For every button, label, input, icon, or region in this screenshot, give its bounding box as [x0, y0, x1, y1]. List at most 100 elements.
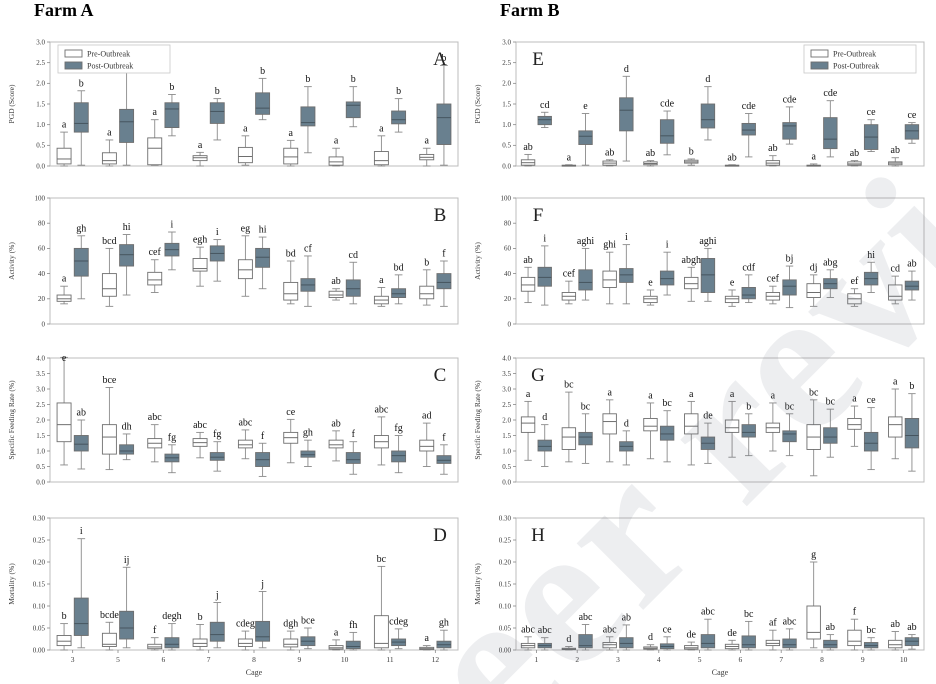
- y-tick-label: 2.5: [502, 59, 511, 67]
- post-outbreak-box: [345, 640, 361, 650]
- cage-6-group: ab: [724, 389, 756, 458]
- y-axis-label: Mortality (%): [7, 563, 16, 605]
- sig-letter: a: [425, 633, 430, 644]
- y-tick-label: 4.0: [36, 354, 45, 362]
- pre-outbreak-box: [283, 638, 299, 648]
- x-tick-label: 7: [207, 655, 211, 664]
- cage-3-group: ad: [602, 387, 634, 466]
- pre-outbreak-box: [520, 416, 536, 433]
- sig-letter: b: [198, 612, 203, 623]
- sig-letter: b: [441, 53, 446, 64]
- sig-letter: b: [215, 86, 220, 97]
- y-axis-label: Activity (%): [473, 242, 482, 280]
- y-tick-label: 3.0: [36, 385, 45, 393]
- sig-letter: ab: [523, 255, 532, 266]
- sig-letter: ab: [646, 148, 655, 159]
- post-outbreak-box: [209, 621, 225, 642]
- sig-letter: bc: [377, 554, 387, 565]
- sig-letter: abc: [579, 612, 593, 623]
- legend-swatch-post: [64, 61, 83, 70]
- sig-letter: hi: [259, 225, 267, 236]
- cage-9-group: a ce: [847, 394, 879, 471]
- post-outbreak-box: [700, 258, 716, 293]
- pre-outbreak-box: [684, 413, 699, 435]
- post-outbreak-box: [119, 244, 135, 267]
- sig-letter: f: [853, 607, 857, 618]
- cage-8-group: ab: [237, 66, 271, 166]
- post-outbreak-box: [537, 439, 552, 452]
- sig-letter: a: [730, 389, 735, 400]
- x-tick-label: 1: [535, 655, 539, 664]
- sig-letter: a: [379, 275, 384, 286]
- y-tick-label: 0.10: [499, 602, 512, 610]
- sig-letter: a: [648, 390, 653, 401]
- post-outbreak-box: [73, 247, 89, 277]
- post-outbreak-box: [578, 634, 593, 649]
- sig-letter: d: [624, 418, 629, 429]
- post-outbreak-box: [659, 270, 675, 286]
- cage-2-group: cef aghi: [561, 236, 594, 305]
- sig-letter: ab: [768, 143, 777, 154]
- sig-letter: cef: [149, 247, 162, 258]
- y-tick-label: 0.05: [499, 624, 512, 632]
- sig-letter: fh: [349, 620, 357, 631]
- y-tick-label: 0.30: [33, 514, 46, 522]
- legend: Pre-Outbreak Post-Outbreak: [57, 44, 171, 74]
- pre-outbreak-box: [237, 439, 253, 449]
- cage-5-group: ade: [684, 389, 716, 466]
- pre-outbreak-box: [684, 276, 699, 290]
- x-axis-label: Cage: [246, 668, 263, 677]
- cage-7-group: af abc: [765, 616, 797, 651]
- y-tick-label: 0: [42, 320, 46, 328]
- cage-10-group: ab: [328, 74, 361, 167]
- cage-6-group: ab cde: [724, 101, 756, 167]
- sig-letter: ab: [727, 152, 736, 163]
- post-outbreak-box: [436, 455, 452, 464]
- post-outbreak-box: [345, 452, 361, 464]
- sig-letter: ce: [867, 107, 876, 118]
- panel-letter: C: [434, 365, 447, 386]
- post-outbreak-box: [659, 119, 675, 144]
- pre-outbreak-box: [101, 152, 117, 165]
- x-tick-label: 9: [861, 655, 865, 664]
- cage-5-group: abgh aghi: [682, 236, 717, 302]
- x-tick-label: 10: [900, 655, 908, 664]
- cage-10-group: ab f: [328, 418, 361, 475]
- pre-outbreak-box: [237, 638, 253, 647]
- sig-letter: bd: [286, 249, 296, 260]
- pre-outbreak-box: [806, 283, 821, 298]
- cage-3-group: ab: [56, 78, 89, 167]
- sig-letter: abc: [374, 404, 388, 415]
- panel-f-activity-boxplot: 0 20 40 60 80 100 Activity (%) ab i cef aghi ghi i e i…: [470, 190, 932, 334]
- sig-letter: b: [396, 86, 401, 97]
- y-tick-label: 4.0: [502, 354, 511, 362]
- post-outbreak-box: [782, 638, 797, 649]
- post-outbreak-box: [823, 427, 838, 444]
- x-tick-label: 12: [432, 655, 440, 664]
- cage-9-group: fbc: [847, 607, 879, 651]
- sig-letter: egh: [193, 235, 207, 246]
- post-outbreak-box: [537, 115, 552, 126]
- x-tick-label: 6: [739, 655, 743, 664]
- sig-letter: abc: [538, 625, 552, 636]
- sig-letter: ef: [851, 276, 859, 287]
- post-outbreak-box: [741, 635, 756, 649]
- sig-letter: a: [334, 136, 339, 147]
- legend-swatch-post: [810, 61, 829, 70]
- sig-letter: i: [216, 227, 219, 238]
- sig-letter: a: [243, 123, 248, 134]
- sig-letter: fg: [168, 432, 176, 443]
- cage-7-group: bj: [192, 590, 225, 651]
- sig-letter: b: [260, 66, 265, 77]
- x-tick-label: 9: [297, 655, 301, 664]
- y-tick-label: 60: [504, 245, 512, 253]
- plot-frame: [515, 197, 925, 325]
- sig-letter: bj: [786, 254, 794, 265]
